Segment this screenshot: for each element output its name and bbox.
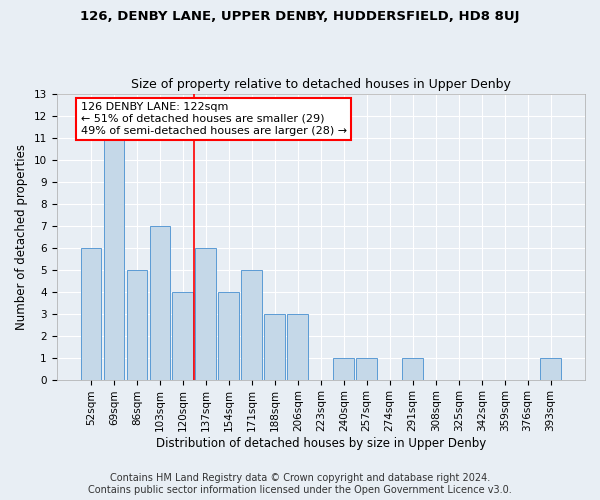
Text: 126, DENBY LANE, UPPER DENBY, HUDDERSFIELD, HD8 8UJ: 126, DENBY LANE, UPPER DENBY, HUDDERSFIE…	[80, 10, 520, 23]
Bar	[540, 358, 561, 380]
Bar	[80, 248, 101, 380]
Bar	[218, 292, 239, 380]
Bar	[356, 358, 377, 380]
Bar	[127, 270, 147, 380]
Bar	[403, 358, 423, 380]
Y-axis label: Number of detached properties: Number of detached properties	[15, 144, 28, 330]
Text: Contains HM Land Registry data © Crown copyright and database right 2024.
Contai: Contains HM Land Registry data © Crown c…	[88, 474, 512, 495]
Bar	[287, 314, 308, 380]
Bar	[196, 248, 216, 380]
Bar	[172, 292, 193, 380]
Bar	[334, 358, 354, 380]
Bar	[149, 226, 170, 380]
Bar	[265, 314, 285, 380]
Text: 126 DENBY LANE: 122sqm
← 51% of detached houses are smaller (29)
49% of semi-det: 126 DENBY LANE: 122sqm ← 51% of detached…	[80, 102, 347, 136]
Title: Size of property relative to detached houses in Upper Denby: Size of property relative to detached ho…	[131, 78, 511, 91]
Bar	[104, 138, 124, 380]
X-axis label: Distribution of detached houses by size in Upper Denby: Distribution of detached houses by size …	[155, 437, 486, 450]
Bar	[241, 270, 262, 380]
